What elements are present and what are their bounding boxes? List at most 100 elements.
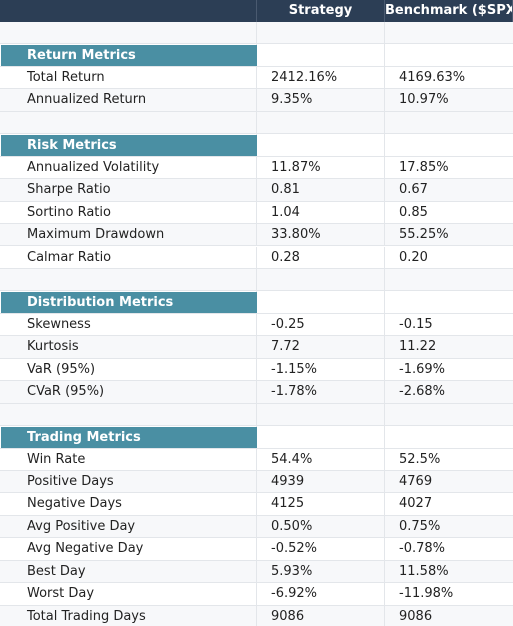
metric-value: -1.69% xyxy=(399,361,445,377)
metric-row: Avg Positive Day 0.50% 0.75% xyxy=(0,515,513,539)
metric-value: -11.98% xyxy=(399,586,454,602)
metric-value: -0.78% xyxy=(399,541,445,557)
metric-value: -0.25 xyxy=(257,313,385,336)
metric-value: 0.85 xyxy=(399,204,428,220)
metric-label: Avg Positive Day xyxy=(0,515,257,538)
empty-cell xyxy=(385,404,513,425)
empty-cell xyxy=(257,403,385,426)
metric-value: 4169.63% xyxy=(399,69,466,85)
section-row: Return Metrics xyxy=(0,44,513,67)
empty-cell xyxy=(257,291,385,313)
empty-cell xyxy=(257,22,385,44)
metric-value: 55.25% xyxy=(399,227,449,243)
metric-row: Negative Days 4125 4027 xyxy=(0,493,513,516)
metric-value: 0.20 xyxy=(399,249,428,265)
spacer-row xyxy=(0,403,513,427)
empty-cell xyxy=(385,112,513,133)
metric-value: -0.52% xyxy=(257,538,385,560)
metric-label: Positive Days xyxy=(0,471,257,493)
section-title: Distribution Metrics xyxy=(1,292,257,314)
header-row: Strategy Benchmark ($SPX) xyxy=(0,0,513,22)
empty-cell xyxy=(0,22,257,44)
metric-row: CVaR (95%) -1.78% -2.68% xyxy=(0,381,513,404)
empty-cell xyxy=(385,44,513,65)
metric-row: Sortino Ratio 1.04 0.85 xyxy=(0,201,513,225)
metric-value: 2412.16% xyxy=(257,66,385,89)
metric-value: 4939 xyxy=(257,471,385,493)
metric-value: -1.78% xyxy=(257,381,385,403)
metric-label: Maximum Drawdown xyxy=(0,224,257,246)
metric-value: 11.58% xyxy=(399,563,449,579)
section-title: Return Metrics xyxy=(1,45,257,67)
metric-value: -1.15% xyxy=(257,358,385,381)
metric-label: Calmar Ratio xyxy=(0,246,257,268)
spacer-row xyxy=(0,22,513,45)
metric-value: 7.72 xyxy=(257,336,385,358)
metric-value: 0.81 xyxy=(257,179,385,201)
empty-cell xyxy=(385,134,513,155)
section-row: Distribution Metrics xyxy=(0,291,513,314)
empty-cell xyxy=(385,22,513,43)
empty-cell xyxy=(257,111,385,134)
metric-value: -6.92% xyxy=(257,583,385,605)
metric-value: 52.5% xyxy=(399,451,441,467)
section-title: Risk Metrics xyxy=(1,135,257,157)
metric-value: 4125 xyxy=(257,493,385,515)
metric-label: Worst Day xyxy=(0,583,257,605)
empty-cell xyxy=(0,268,257,291)
metric-label: VaR (95%) xyxy=(0,358,257,381)
metric-row: Maximum Drawdown 33.80% 55.25% xyxy=(0,224,513,247)
metric-value: 17.85% xyxy=(399,159,449,175)
metric-value: 11.22 xyxy=(399,339,437,355)
metric-value: 1.04 xyxy=(257,201,385,224)
spacer-row xyxy=(0,268,513,292)
metric-row: Positive Days 4939 4769 xyxy=(0,471,513,494)
metric-value: -0.15 xyxy=(399,316,433,332)
metric-row: Skewness -0.25 -0.15 xyxy=(0,313,513,337)
empty-cell xyxy=(0,403,257,426)
metric-value: 33.80% xyxy=(257,224,385,246)
metric-row: Total Return 2412.16% 4169.63% xyxy=(0,66,513,90)
metric-label: Best Day xyxy=(0,560,257,583)
metric-row: Total Trading Days 9086 9086 xyxy=(0,605,513,626)
metric-label: Sharpe Ratio xyxy=(0,179,257,201)
metric-row: VaR (95%) -1.15% -1.69% xyxy=(0,358,513,382)
metric-value: 4027 xyxy=(399,496,433,512)
metric-row: Annualized Volatility 11.87% 17.85% xyxy=(0,156,513,180)
metric-label: Total Trading Days xyxy=(0,605,257,626)
empty-cell xyxy=(257,44,385,66)
metric-value: 0.50% xyxy=(257,515,385,538)
empty-cell xyxy=(0,111,257,134)
metric-label: Kurtosis xyxy=(0,336,257,358)
header-cell: Benchmark ($SPX) xyxy=(385,0,513,22)
metric-value: 5.93% xyxy=(257,560,385,583)
section-row: Risk Metrics xyxy=(0,134,513,157)
metric-row: Worst Day -6.92% -11.98% xyxy=(0,583,513,606)
empty-cell xyxy=(257,426,385,448)
metric-row: Kurtosis 7.72 11.22 xyxy=(0,336,513,359)
header-cell: Strategy xyxy=(257,0,385,22)
metric-value: 9086 xyxy=(257,605,385,626)
metric-label: CVaR (95%) xyxy=(0,381,257,403)
metric-label: Avg Negative Day xyxy=(0,538,257,560)
empty-cell xyxy=(385,291,513,312)
metric-value: 0.28 xyxy=(257,246,385,268)
empty-cell xyxy=(257,268,385,291)
metric-value: 0.67 xyxy=(399,182,428,198)
metric-row: Calmar Ratio 0.28 0.20 xyxy=(0,246,513,269)
metric-label: Negative Days xyxy=(0,493,257,515)
metric-label: Total Return xyxy=(0,66,257,89)
metric-label: Annualized Return xyxy=(0,89,257,111)
metric-row: Best Day 5.93% 11.58% xyxy=(0,560,513,584)
metric-value: 9.35% xyxy=(257,89,385,111)
metric-value: 11.87% xyxy=(257,156,385,179)
empty-cell xyxy=(385,426,513,447)
spacer-row xyxy=(0,111,513,135)
metric-value: 0.75% xyxy=(399,518,441,534)
metric-label: Sortino Ratio xyxy=(0,201,257,224)
metric-value: -2.68% xyxy=(399,384,445,400)
metric-label: Win Rate xyxy=(0,448,257,470)
section-row: Trading Metrics xyxy=(0,426,513,449)
section-title: Trading Metrics xyxy=(1,427,257,449)
